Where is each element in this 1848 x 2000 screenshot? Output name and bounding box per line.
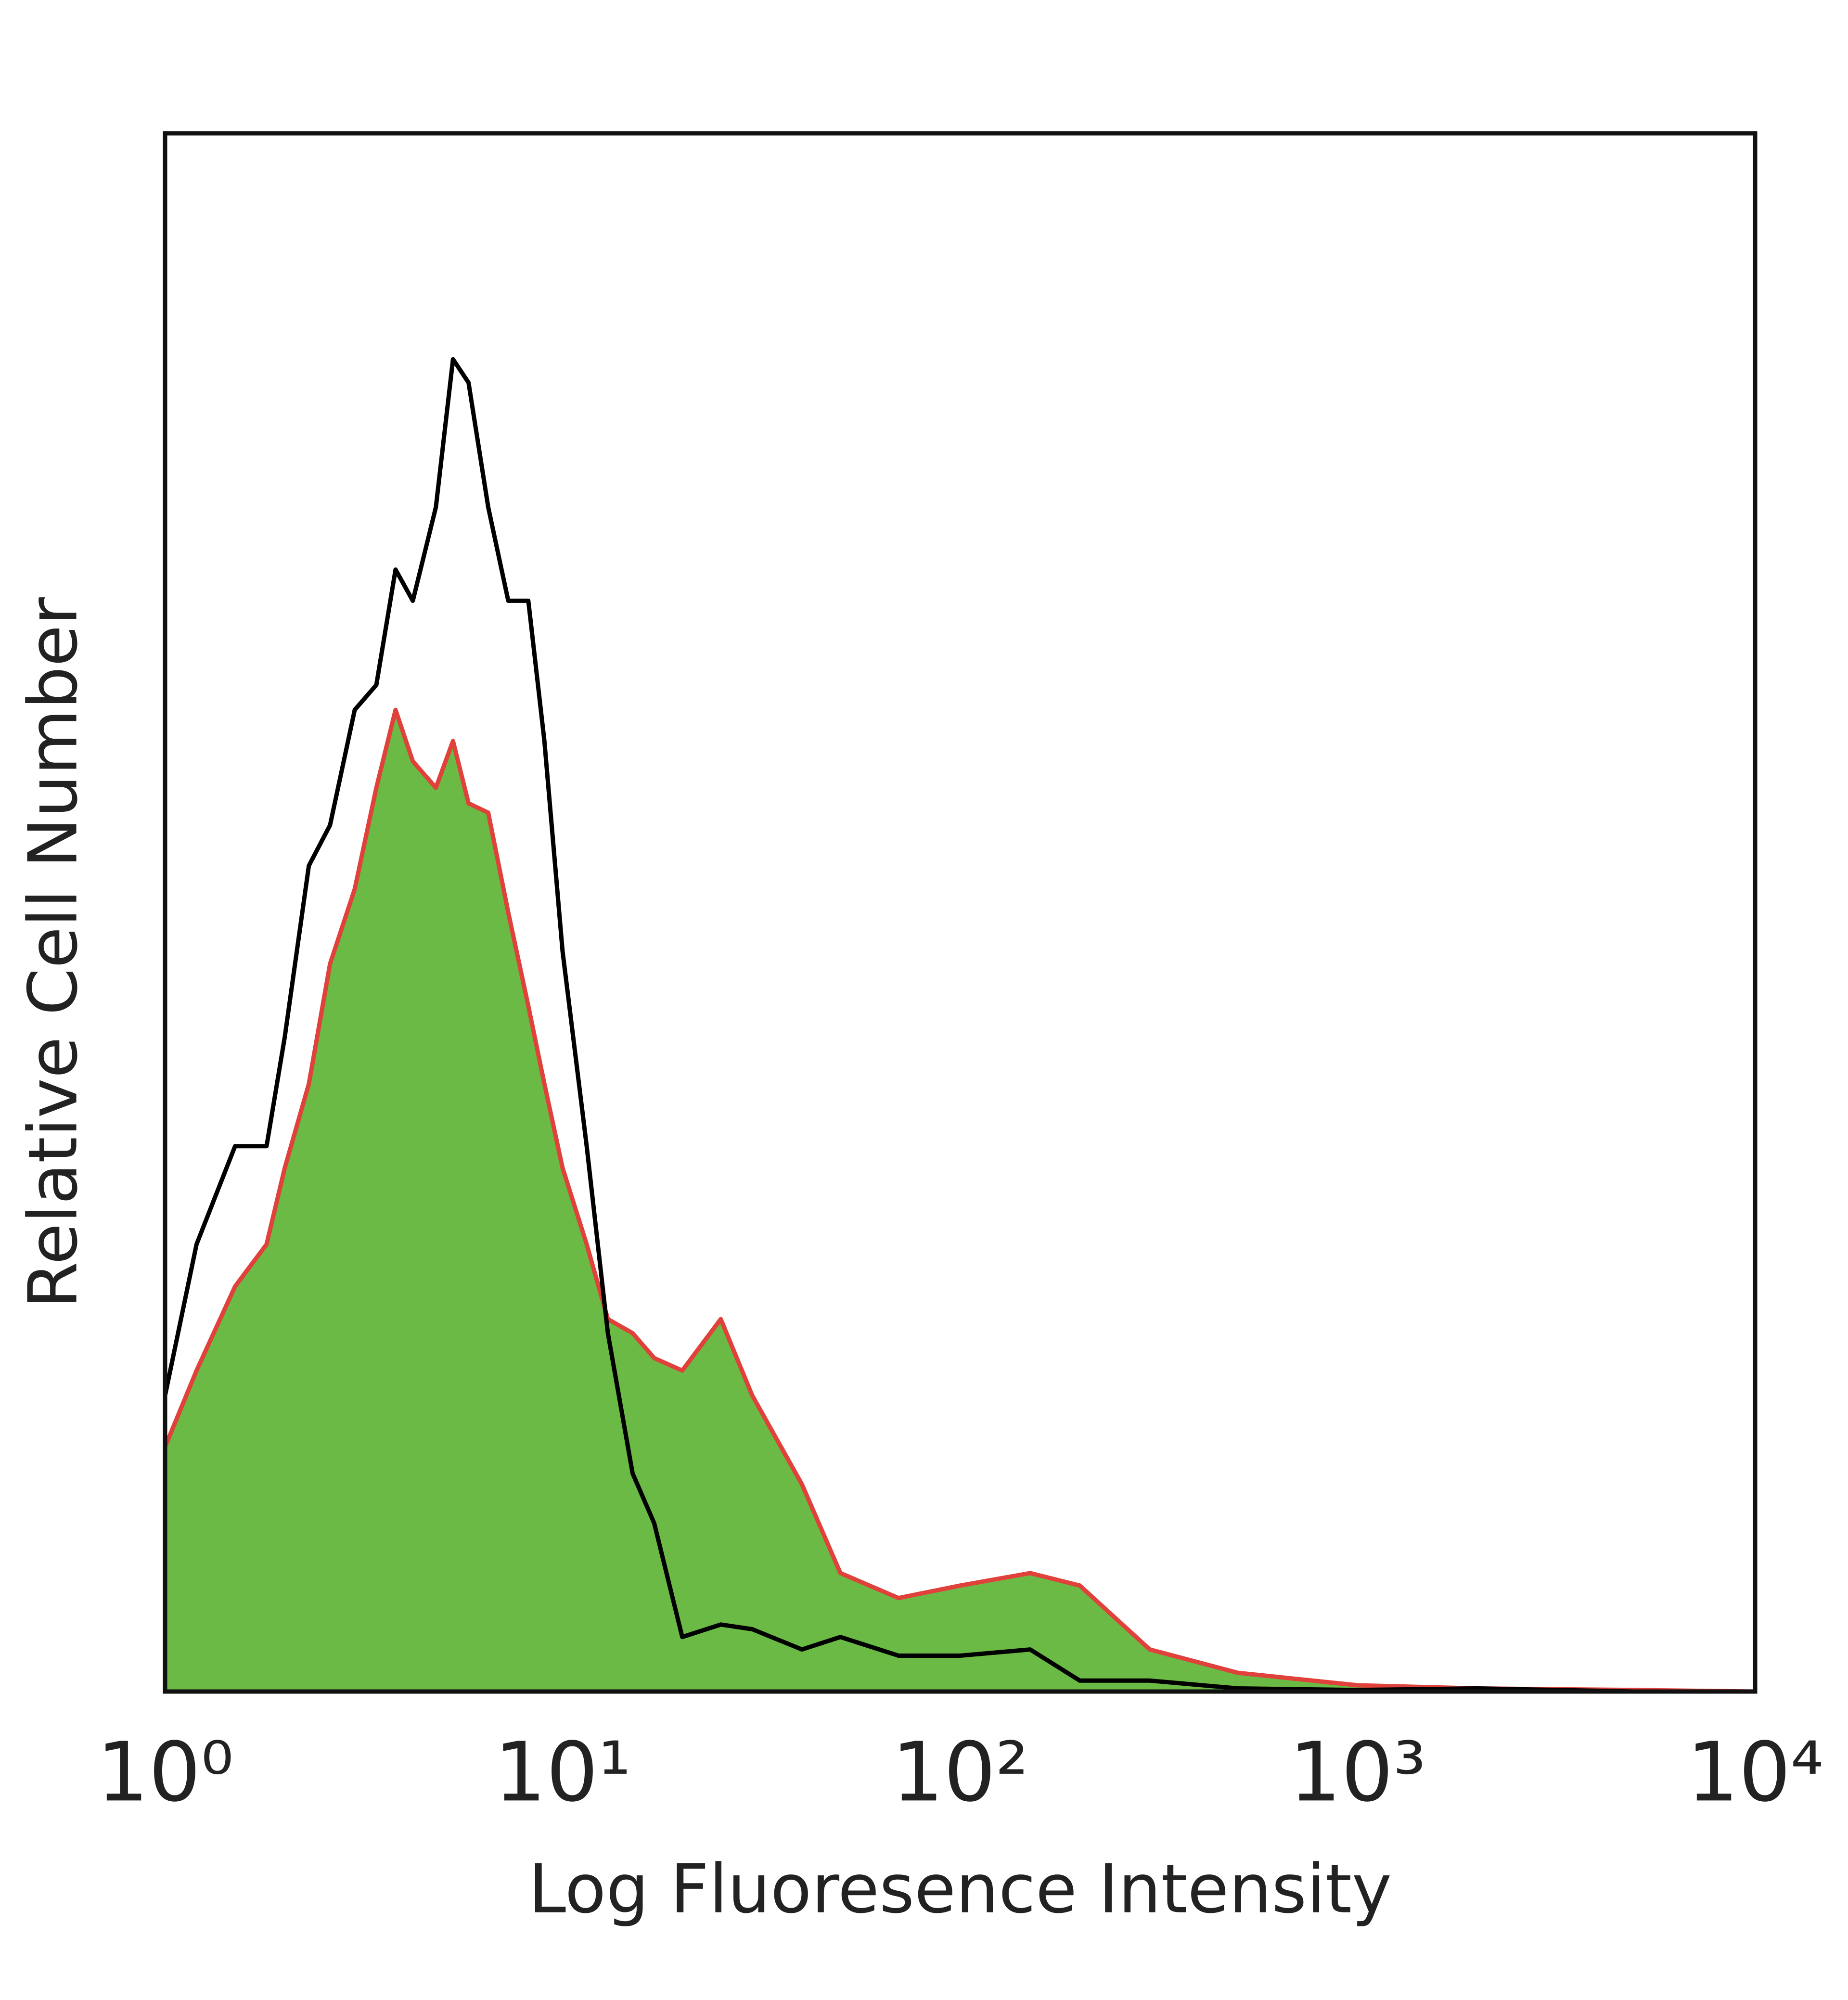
x-tick-label: 10³: [1289, 1725, 1426, 1820]
plot-frame: [163, 131, 1758, 1694]
x-axis-label: Log Fluoresence Intensity: [528, 1850, 1392, 1929]
histogram-outline: [163, 707, 1756, 1694]
x-tick-label: 10²: [892, 1725, 1028, 1820]
x-tick-label: 10⁰: [97, 1725, 233, 1820]
histogram-area: [165, 710, 1755, 1692]
histogram-line: [163, 357, 1755, 1694]
y-axis-label: Relative Cell Number: [14, 597, 93, 1308]
x-tick-label: 10⁴: [1687, 1725, 1823, 1820]
x-tick-label: 10¹: [494, 1725, 631, 1820]
